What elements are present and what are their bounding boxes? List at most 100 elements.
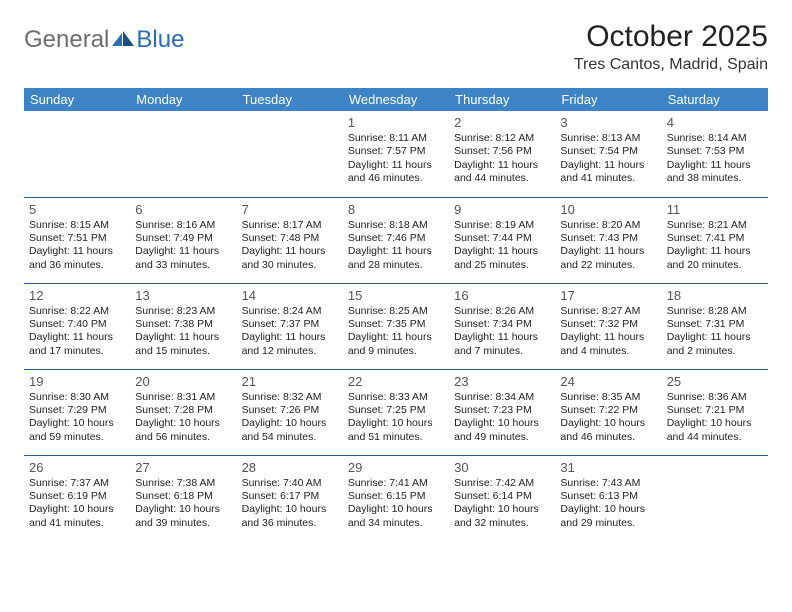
daylight-line-2: and 41 minutes. (560, 172, 656, 185)
day-cell: 8Sunrise: 8:18 AMSunset: 7:46 PMDaylight… (343, 197, 449, 283)
sunrise-line: Sunrise: 8:23 AM (135, 305, 231, 318)
sunset-line: Sunset: 7:46 PM (348, 232, 444, 245)
sunrise-line: Sunrise: 8:11 AM (348, 132, 444, 145)
daylight-line-2: and 34 minutes. (348, 517, 444, 530)
sunrise-line: Sunrise: 8:35 AM (560, 391, 656, 404)
sunrise-line: Sunrise: 7:43 AM (560, 477, 656, 490)
day-number: 23 (454, 374, 550, 389)
day-number: 21 (242, 374, 338, 389)
location: Tres Cantos, Madrid, Spain (574, 56, 768, 74)
logo: General Blue (24, 26, 184, 54)
sunrise-line: Sunrise: 8:25 AM (348, 305, 444, 318)
daylight-line-1: Daylight: 10 hours (242, 503, 338, 516)
sunrise-line: Sunrise: 8:26 AM (454, 305, 550, 318)
day-number: 6 (135, 202, 231, 217)
daylight-line-1: Daylight: 11 hours (348, 245, 444, 258)
sunrise-line: Sunrise: 8:20 AM (560, 219, 656, 232)
sunset-line: Sunset: 6:13 PM (560, 490, 656, 503)
month-title: October 2025 (574, 20, 768, 54)
day-cell: 12Sunrise: 8:22 AMSunset: 7:40 PMDayligh… (24, 283, 130, 369)
sunset-line: Sunset: 7:23 PM (454, 404, 550, 417)
day-number: 31 (560, 460, 656, 475)
day-cell: 9Sunrise: 8:19 AMSunset: 7:44 PMDaylight… (449, 197, 555, 283)
daylight-line-1: Daylight: 11 hours (135, 331, 231, 344)
day-cell: 28Sunrise: 7:40 AMSunset: 6:17 PMDayligh… (237, 455, 343, 541)
sunrise-line: Sunrise: 8:18 AM (348, 219, 444, 232)
sunrise-line: Sunrise: 8:33 AM (348, 391, 444, 404)
sunset-line: Sunset: 7:53 PM (667, 145, 763, 158)
daylight-line-2: and 28 minutes. (348, 259, 444, 272)
sunset-line: Sunset: 7:35 PM (348, 318, 444, 331)
daylight-line-2: and 15 minutes. (135, 345, 231, 358)
day-cell: 25Sunrise: 8:36 AMSunset: 7:21 PMDayligh… (662, 369, 768, 455)
daylight-line-1: Daylight: 11 hours (560, 331, 656, 344)
day-number: 18 (667, 288, 763, 303)
daylight-line-1: Daylight: 10 hours (667, 417, 763, 430)
day-cell: 23Sunrise: 8:34 AMSunset: 7:23 PMDayligh… (449, 369, 555, 455)
day-number: 13 (135, 288, 231, 303)
logo-text-blue: Blue (136, 26, 184, 54)
daylight-line-1: Daylight: 10 hours (348, 417, 444, 430)
daylight-line-2: and 36 minutes. (242, 517, 338, 530)
sunset-line: Sunset: 7:29 PM (29, 404, 125, 417)
daylight-line-1: Daylight: 11 hours (667, 331, 763, 344)
day-number: 20 (135, 374, 231, 389)
day-cell: 22Sunrise: 8:33 AMSunset: 7:25 PMDayligh… (343, 369, 449, 455)
sunrise-line: Sunrise: 8:12 AM (454, 132, 550, 145)
sunrise-line: Sunrise: 8:21 AM (667, 219, 763, 232)
sunset-line: Sunset: 7:38 PM (135, 318, 231, 331)
daylight-line-1: Daylight: 10 hours (348, 503, 444, 516)
empty-cell (662, 455, 768, 541)
day-cell: 3Sunrise: 8:13 AMSunset: 7:54 PMDaylight… (555, 111, 661, 197)
day-cell: 11Sunrise: 8:21 AMSunset: 7:41 PMDayligh… (662, 197, 768, 283)
day-number: 27 (135, 460, 231, 475)
sunrise-line: Sunrise: 8:28 AM (667, 305, 763, 318)
daylight-line-1: Daylight: 11 hours (560, 245, 656, 258)
day-cell: 1Sunrise: 8:11 AMSunset: 7:57 PMDaylight… (343, 111, 449, 197)
daylight-line-2: and 2 minutes. (667, 345, 763, 358)
daylight-line-1: Daylight: 11 hours (667, 159, 763, 172)
sunset-line: Sunset: 6:19 PM (29, 490, 125, 503)
sunrise-line: Sunrise: 8:16 AM (135, 219, 231, 232)
day-cell: 30Sunrise: 7:42 AMSunset: 6:14 PMDayligh… (449, 455, 555, 541)
day-number: 26 (29, 460, 125, 475)
sunrise-line: Sunrise: 8:30 AM (29, 391, 125, 404)
daylight-line-2: and 20 minutes. (667, 259, 763, 272)
sunset-line: Sunset: 7:49 PM (135, 232, 231, 245)
day-cell: 26 Sunrise: 7:37 AMSunset: 6:19 PMDayligh… (24, 455, 130, 541)
daylight-line-1: Daylight: 10 hours (135, 417, 231, 430)
day-cell: 29Sunrise: 7:41 AMSunset: 6:15 PMDayligh… (343, 455, 449, 541)
sunrise-line: Sunrise: 8:15 AM (29, 219, 125, 232)
daylight-line-2: and 41 minutes. (29, 517, 125, 530)
sunset-line: Sunset: 7:22 PM (560, 404, 656, 417)
day-cell: 10Sunrise: 8:20 AMSunset: 7:43 PMDayligh… (555, 197, 661, 283)
sunset-line: Sunset: 6:17 PM (242, 490, 338, 503)
day-number: 30 (454, 460, 550, 475)
empty-cell (237, 111, 343, 197)
daylight-line-2: and 38 minutes. (667, 172, 763, 185)
header: General Blue October 2025 Tres Cantos, M… (24, 20, 768, 74)
sunset-line: Sunset: 7:32 PM (560, 318, 656, 331)
sunset-line: Sunset: 7:25 PM (348, 404, 444, 417)
sunrise-line: Sunrise: 7:42 AM (454, 477, 550, 490)
day-number: 12 (29, 288, 125, 303)
day-number: 16 (454, 288, 550, 303)
sunrise-line: Sunrise: 7:37 AM (29, 477, 125, 490)
daylight-line-1: Daylight: 10 hours (454, 417, 550, 430)
daylight-line-2: and 51 minutes. (348, 431, 444, 444)
daylight-line-2: and 46 minutes. (348, 172, 444, 185)
daylight-line-2: and 29 minutes. (560, 517, 656, 530)
day-cell: 5Sunrise: 8:15 AMSunset: 7:51 PMDaylight… (24, 197, 130, 283)
day-number: 2 (454, 115, 550, 130)
sunrise-line: Sunrise: 8:31 AM (135, 391, 231, 404)
day-cell: 19Sunrise: 8:30 AMSunset: 7:29 PMDayligh… (24, 369, 130, 455)
daylight-line-1: Daylight: 10 hours (29, 503, 125, 516)
daylight-line-2: and 33 minutes. (135, 259, 231, 272)
daylight-line-2: and 12 minutes. (242, 345, 338, 358)
day-number: 10 (560, 202, 656, 217)
daylight-line-2: and 56 minutes. (135, 431, 231, 444)
day-cell: 24Sunrise: 8:35 AMSunset: 7:22 PMDayligh… (555, 369, 661, 455)
sunrise-line: Sunrise: 8:36 AM (667, 391, 763, 404)
daylight-line-2: and 25 minutes. (454, 259, 550, 272)
daylight-line-1: Daylight: 11 hours (242, 245, 338, 258)
